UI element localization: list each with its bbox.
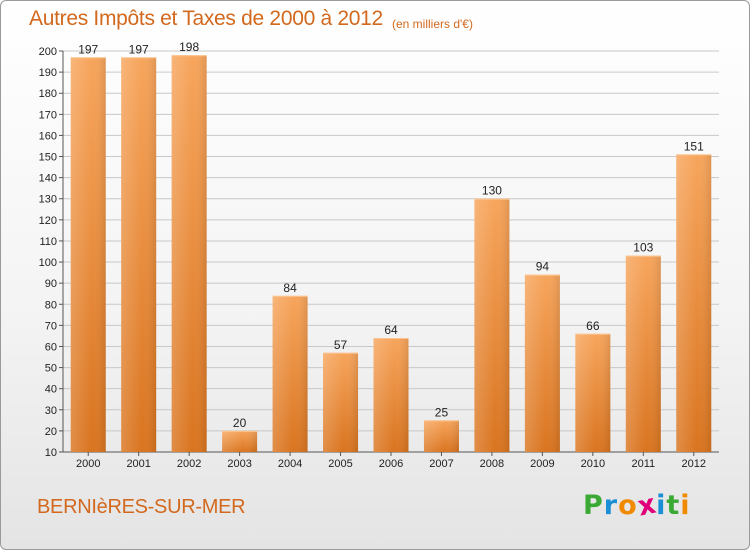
bar-shade — [625, 255, 661, 452]
y-tick-label: 40 — [45, 384, 57, 396]
bars — [70, 55, 712, 453]
x-tick-label: 2009 — [530, 458, 554, 470]
value-label: 84 — [283, 281, 297, 295]
y-tick-label: 190 — [39, 67, 57, 79]
bar-shade — [423, 420, 459, 452]
bar-shade — [121, 57, 157, 453]
value-label: 151 — [684, 139, 704, 153]
x-tick-label: 2001 — [126, 458, 150, 470]
x-tick-label: 2004 — [278, 458, 302, 470]
value-label: 103 — [633, 241, 653, 255]
logo-letter: i — [656, 490, 667, 521]
y-tick-label: 50 — [45, 363, 57, 375]
bar-shade — [524, 274, 560, 452]
value-label: 66 — [586, 319, 600, 333]
x-tick-label: 2002 — [177, 458, 201, 470]
y-tick-label: 30 — [45, 405, 57, 417]
value-label: 198 — [179, 40, 199, 54]
logo-letter: o — [618, 490, 638, 521]
value-label: 94 — [536, 260, 550, 274]
proxiti-logo[interactable]: Proxiti — [583, 488, 691, 522]
value-label: 197 — [78, 42, 98, 56]
value-label: 25 — [435, 405, 449, 419]
y-tick-label: 130 — [39, 194, 57, 206]
bar-shade — [70, 57, 106, 453]
bar-shade — [474, 198, 510, 452]
x-tick-label: 2003 — [227, 458, 251, 470]
y-tick-label: 90 — [45, 278, 57, 290]
bar-shade — [272, 295, 308, 452]
x-tick-label: 2011 — [631, 458, 655, 470]
y-tick-label: 70 — [45, 320, 57, 332]
x-tick-label: 2006 — [379, 458, 403, 470]
chart-subtitle: (en milliers d'€) — [392, 17, 473, 31]
bar-shade — [323, 352, 359, 452]
y-tick-label: 60 — [45, 341, 57, 353]
value-label: 64 — [384, 323, 398, 337]
value-label: 197 — [129, 42, 149, 56]
bar-shade — [676, 154, 712, 453]
y-tick-label: 170 — [39, 109, 57, 121]
y-tick-label: 140 — [39, 173, 57, 185]
value-label: 20 — [233, 416, 247, 430]
logo-letter: r — [603, 490, 619, 521]
y-tick-label: 10 — [45, 447, 57, 459]
bar-shade — [373, 338, 409, 452]
logo-letter: i — [680, 490, 691, 521]
x-tick-label: 2010 — [581, 458, 605, 470]
bar-shade — [171, 55, 207, 452]
y-tick-label: 100 — [39, 257, 57, 269]
y-tick-label: 160 — [39, 130, 57, 142]
commune-name: BERNIèRES-SUR-MER — [37, 496, 246, 518]
y-tick-label: 200 — [39, 46, 57, 58]
logo-letter: t — [666, 490, 681, 521]
value-label: 57 — [334, 338, 348, 352]
logo-letter: P — [583, 490, 604, 521]
value-label: 130 — [482, 184, 502, 198]
value-labels: 197 197 198 20 84 57 64 25 130 94 66 103 151 — [78, 40, 704, 430]
bar-shade — [222, 430, 258, 452]
bar-shade — [575, 333, 611, 452]
x-tick-label: 2008 — [480, 458, 504, 470]
x-tick-label: 2005 — [328, 458, 352, 470]
y-tick-label: 120 — [39, 215, 57, 227]
y-tick-label: 150 — [39, 152, 57, 164]
y-tick-label: 20 — [45, 426, 57, 438]
y-tick-label: 180 — [39, 88, 57, 100]
y-tick-label: 80 — [45, 299, 57, 311]
x-tick-label: 2012 — [682, 458, 706, 470]
chart-title: Autres Impôts et Taxes de 2000 à 2012 — [29, 7, 383, 30]
x-tick-label: 2000 — [76, 458, 100, 470]
y-tick-label: 110 — [39, 236, 57, 248]
x-tick-label: 2007 — [429, 458, 453, 470]
